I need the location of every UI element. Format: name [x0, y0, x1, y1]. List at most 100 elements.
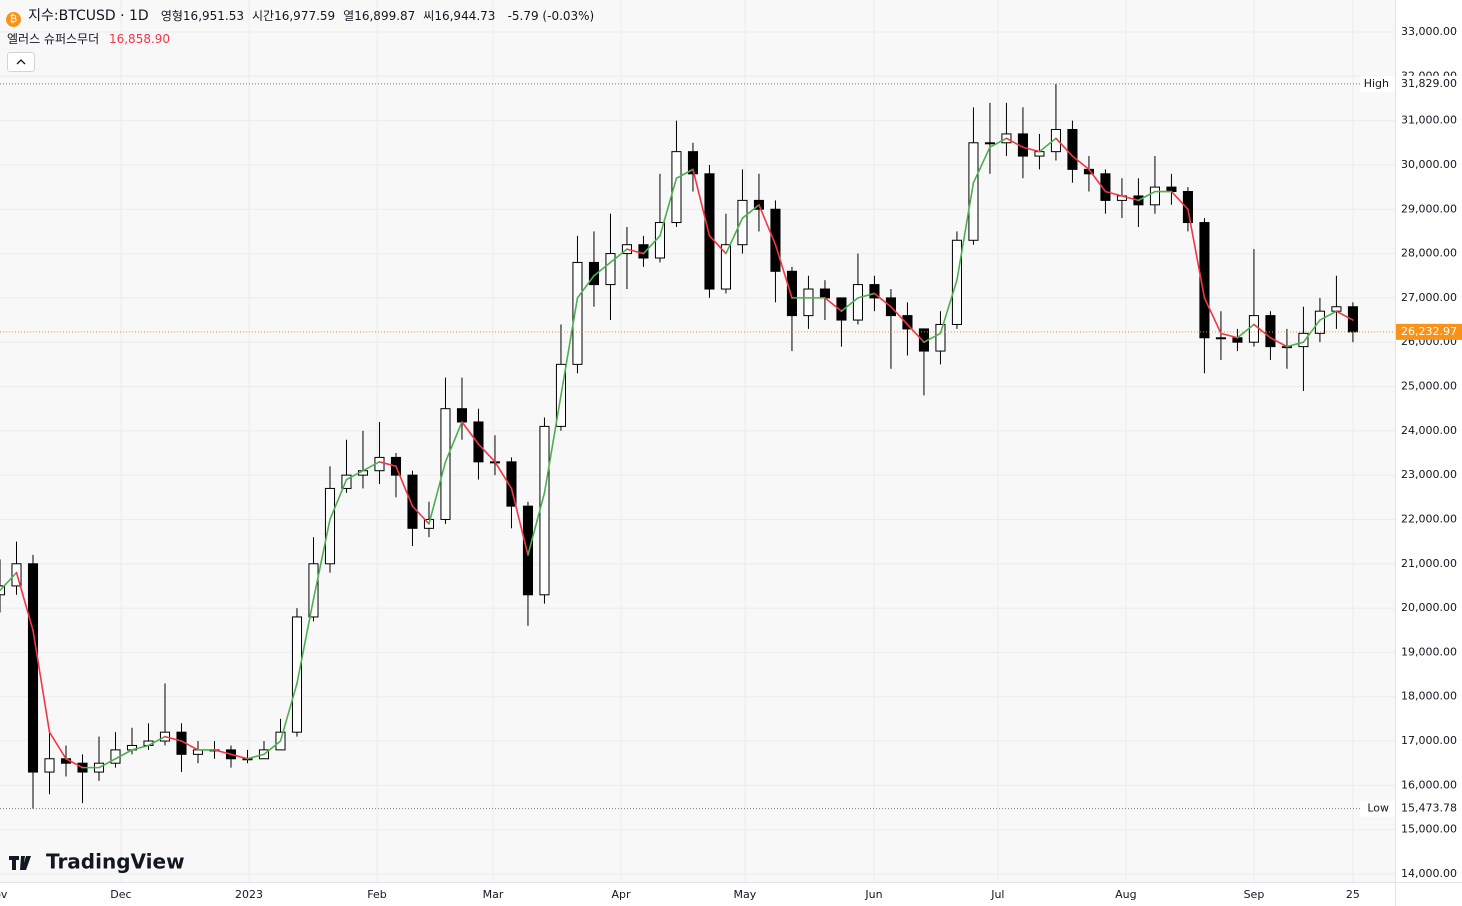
- y-tick-label: 33,000.00: [1401, 25, 1457, 38]
- smoother-segment: [1319, 310, 1338, 321]
- candle-body: [1265, 315, 1276, 348]
- smoother-segment: [626, 248, 645, 255]
- smoother-segment: [758, 204, 777, 246]
- price-tag: [1396, 323, 1462, 340]
- smoother-segment: [972, 146, 991, 184]
- smoother-segment: [692, 168, 711, 237]
- candle-body: [704, 173, 715, 290]
- x-tick-label: Aug: [1115, 888, 1136, 901]
- ohlc-value: 16,951.53: [182, 9, 244, 23]
- collapse-button[interactable]: [7, 52, 35, 72]
- y-tick-label: 23,000.00: [1401, 468, 1457, 481]
- smoother-segment: [560, 297, 579, 397]
- smoother-segment: [48, 731, 67, 760]
- smoother-segment: [675, 168, 694, 180]
- smoother-segment: [444, 421, 463, 463]
- y-tick-label: 29,000.00: [1401, 202, 1457, 215]
- smoother-segment: [1170, 190, 1189, 211]
- smoother-segment: [1187, 208, 1206, 299]
- smoother-segment: [147, 735, 166, 747]
- smoother-segment: [890, 305, 909, 326]
- y-tick-label: 24,000.00: [1401, 424, 1457, 437]
- smoother-segment: [246, 753, 265, 760]
- candle-body: [407, 474, 418, 529]
- smoother-segment: [345, 469, 364, 481]
- candle-body: [456, 408, 468, 423]
- y-tick-label: 28,000.00: [1401, 247, 1457, 260]
- candle-body: [687, 151, 698, 175]
- smoother-segment: [378, 461, 397, 468]
- indicator-name: 엘러스 슈퍼스무더: [7, 32, 100, 46]
- smoother-segment: [114, 749, 133, 760]
- ohlc-value: 16,977.59: [274, 9, 336, 23]
- candle-body: [1100, 173, 1111, 201]
- candle-body: [869, 284, 880, 299]
- smoother-segment: [1005, 137, 1024, 149]
- smoother-segment: [1104, 190, 1123, 197]
- price-tag: [1396, 75, 1462, 92]
- y-tick-label: 15,000.00: [1401, 823, 1457, 836]
- price-tag-label: 26,232.97: [1401, 325, 1457, 338]
- smoother-segment: [1302, 319, 1321, 343]
- y-tick-label: 19,000.00: [1401, 645, 1457, 658]
- candle-body: [1314, 310, 1325, 334]
- candle-body: [1149, 186, 1160, 206]
- candle-body: [786, 270, 797, 317]
- price-line-name-bg: [1360, 75, 1395, 92]
- chevron-icon: [16, 59, 26, 65]
- candle-body: [1298, 332, 1309, 348]
- candle-body: [27, 563, 39, 773]
- btc-icon: ₿: [6, 12, 21, 27]
- smoother-segment: [1253, 323, 1272, 339]
- candle-body: [605, 253, 616, 286]
- candle-body: [588, 261, 600, 286]
- candle-body: [0, 585, 6, 596]
- smoother-segment: [1022, 146, 1041, 153]
- candle-body: [522, 505, 534, 596]
- candle-body: [341, 474, 352, 489]
- y-tick-label: 17,000.00: [1401, 734, 1457, 747]
- y-tick-label: 21,000.00: [1401, 557, 1457, 570]
- y-tick-label: 16,000.00: [1401, 778, 1457, 791]
- smoother-segment: [1203, 297, 1222, 335]
- x-tick-label: Mar: [483, 888, 504, 901]
- smoother-segment: [543, 394, 562, 494]
- x-tick-label: Jun: [864, 888, 882, 901]
- logo-text: TradingView: [46, 850, 185, 874]
- smoother-segment: [659, 177, 678, 237]
- smoother-segment: [1286, 341, 1305, 348]
- smoother-segment: [527, 492, 546, 556]
- x-tick-label: 2023: [235, 888, 263, 901]
- smoother-segment: [939, 279, 958, 335]
- ohlc-label: 시간: [252, 9, 275, 23]
- smoother-segment: [1335, 310, 1354, 321]
- smoother-segment: [15, 571, 34, 632]
- ohlc-value: 16,899.87: [354, 9, 416, 23]
- smoother-segment: [477, 443, 496, 463]
- candle-body: [1248, 315, 1259, 343]
- smoother-segment: [461, 421, 480, 445]
- y-tick-label: 25,000.00: [1401, 380, 1457, 393]
- smoother-segment: [279, 682, 298, 742]
- candle-body: [984, 142, 995, 145]
- candle-body: [935, 323, 946, 352]
- candle-body: [1050, 128, 1061, 153]
- smoother-segment: [774, 243, 793, 299]
- candle-body: [770, 208, 781, 272]
- x-tick-label: May: [734, 888, 757, 901]
- y-tick-label: 14,000.00: [1401, 867, 1457, 880]
- candle-body: [902, 315, 913, 330]
- candle-body: [572, 261, 583, 365]
- smoother-segment: [1088, 168, 1107, 193]
- candle-body: [671, 151, 682, 224]
- x-tick-label: Jul: [990, 888, 1004, 901]
- smoother-segment: [65, 757, 84, 769]
- smoother-segment: [956, 181, 975, 281]
- smoother-segment: [329, 478, 348, 521]
- smoother-segment: [1137, 190, 1156, 202]
- smoother-segment: [0, 571, 18, 592]
- smoother-segment: [857, 292, 876, 299]
- x-tick-label: Nov: [0, 888, 8, 901]
- smoother-segment: [708, 235, 727, 255]
- smoother-segment: [230, 753, 249, 760]
